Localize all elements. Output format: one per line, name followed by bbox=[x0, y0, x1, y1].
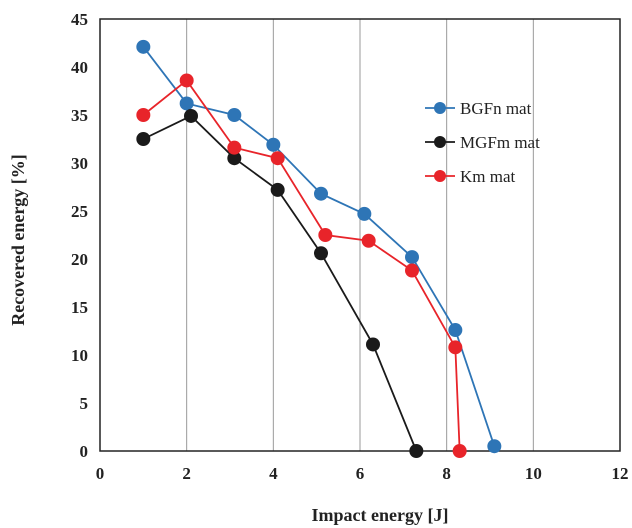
data-point bbox=[318, 228, 333, 242]
data-point bbox=[136, 39, 151, 54]
data-point bbox=[179, 73, 194, 88]
data-point bbox=[361, 233, 376, 248]
data-point bbox=[136, 108, 151, 122]
data-point bbox=[270, 182, 285, 197]
series-layer bbox=[136, 39, 502, 458]
data-point bbox=[314, 246, 328, 261]
legend-marker bbox=[434, 136, 446, 148]
legend-label: Km mat bbox=[460, 167, 516, 186]
x-tick-labels: 0 2 4 6 8 10 12 bbox=[96, 464, 629, 483]
series-group bbox=[136, 39, 502, 454]
x-tick-label: 10 bbox=[525, 464, 542, 483]
x-tick-label: 4 bbox=[269, 464, 278, 483]
y-tick-label: 10 bbox=[71, 346, 88, 365]
y-tick-labels: 0 5 10 15 20 25 30 35 40 45 bbox=[71, 10, 88, 461]
x-tick-label: 6 bbox=[356, 464, 365, 483]
data-point bbox=[227, 140, 242, 155]
data-point bbox=[448, 323, 463, 338]
data-point bbox=[448, 340, 463, 355]
y-tick-label: 35 bbox=[71, 106, 88, 125]
data-point bbox=[405, 263, 419, 278]
y-axis-title: Recovered energy [%] bbox=[8, 154, 28, 326]
data-point bbox=[266, 137, 281, 152]
x-tick-label: 8 bbox=[442, 464, 451, 483]
x-tick-label: 2 bbox=[182, 464, 191, 483]
data-point bbox=[405, 250, 419, 265]
series-line bbox=[142, 114, 418, 452]
series-group bbox=[136, 73, 467, 458]
data-point bbox=[270, 151, 285, 166]
data-point bbox=[136, 132, 151, 146]
y-tick-label: 45 bbox=[71, 10, 88, 29]
data-point bbox=[179, 96, 194, 111]
data-point bbox=[487, 439, 502, 454]
data-point bbox=[409, 444, 424, 458]
y-tick-label: 20 bbox=[71, 250, 88, 269]
x-tick-label: 0 bbox=[96, 464, 105, 483]
series-group bbox=[136, 108, 424, 458]
data-point bbox=[366, 337, 380, 352]
legend-label: MGFm mat bbox=[460, 133, 540, 152]
data-point bbox=[227, 108, 242, 122]
y-tick-label: 15 bbox=[71, 298, 88, 317]
data-point bbox=[452, 444, 467, 458]
grid-lines bbox=[186, 19, 534, 451]
x-axis-title: Impact energy [J] bbox=[312, 505, 449, 525]
data-point bbox=[184, 108, 198, 123]
y-tick-label: 0 bbox=[80, 442, 89, 461]
data-point bbox=[314, 186, 328, 201]
y-tick-label: 30 bbox=[71, 154, 88, 173]
legend-label: BGFn mat bbox=[460, 99, 532, 118]
y-tick-label: 5 bbox=[80, 394, 89, 413]
data-point bbox=[227, 151, 242, 166]
legend-marker bbox=[434, 102, 446, 114]
legend-marker bbox=[434, 170, 446, 182]
y-tick-label: 40 bbox=[71, 58, 88, 77]
plot-frame bbox=[99, 18, 621, 452]
data-point bbox=[357, 206, 372, 221]
legend: BGFn mat MGFm mat Km mat bbox=[425, 99, 540, 186]
x-tick-label: 12 bbox=[612, 464, 629, 483]
y-tick-label: 25 bbox=[71, 202, 88, 221]
